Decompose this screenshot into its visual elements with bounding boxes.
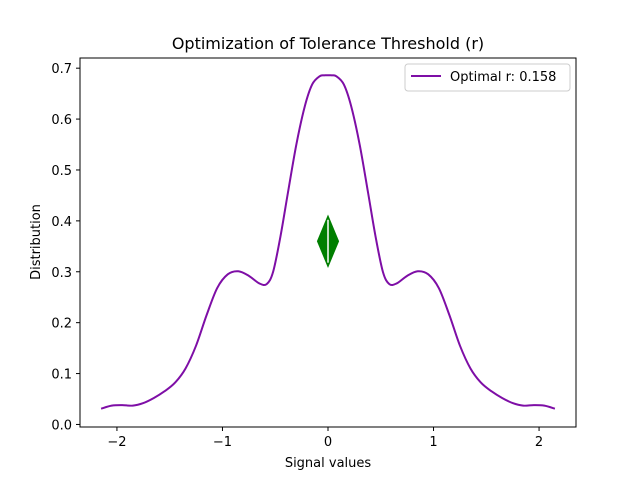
x-axis-label: Signal values <box>285 456 372 471</box>
plot-area <box>100 74 556 410</box>
legend: Optimal r: 0.158 <box>404 63 571 92</box>
y-tick-label: 0.2 <box>51 317 72 332</box>
legend-box <box>404 63 571 92</box>
x-tick-label: 0 <box>324 435 332 450</box>
y-tick-label: 0.7 <box>51 62 72 77</box>
y-axis: 0.0 0.1 0.2 0.3 0.4 0.5 0.6 0.7 <box>51 62 80 433</box>
x-tick-label: 2 <box>535 435 543 450</box>
y-tick-label: 0.3 <box>51 266 72 281</box>
chart-title: Optimization of Tolerance Threshold (r) <box>172 34 484 53</box>
y-tick-label: 0.4 <box>51 215 72 230</box>
series-line <box>100 74 556 410</box>
x-tick-label: −1 <box>213 435 232 450</box>
y-tick-label: 0.1 <box>51 368 72 383</box>
x-tick-label: 1 <box>429 435 437 450</box>
x-tick-label: −2 <box>107 435 126 450</box>
x-axis: −2 −1 0 1 2 <box>107 427 543 450</box>
y-tick-label: 0.5 <box>51 164 72 179</box>
y-tick-label: 0.6 <box>51 113 72 128</box>
legend-label: Optimal r: 0.158 <box>450 70 556 85</box>
y-axis-label: Distribution <box>29 204 44 280</box>
y-tick-label: 0.0 <box>51 418 72 433</box>
